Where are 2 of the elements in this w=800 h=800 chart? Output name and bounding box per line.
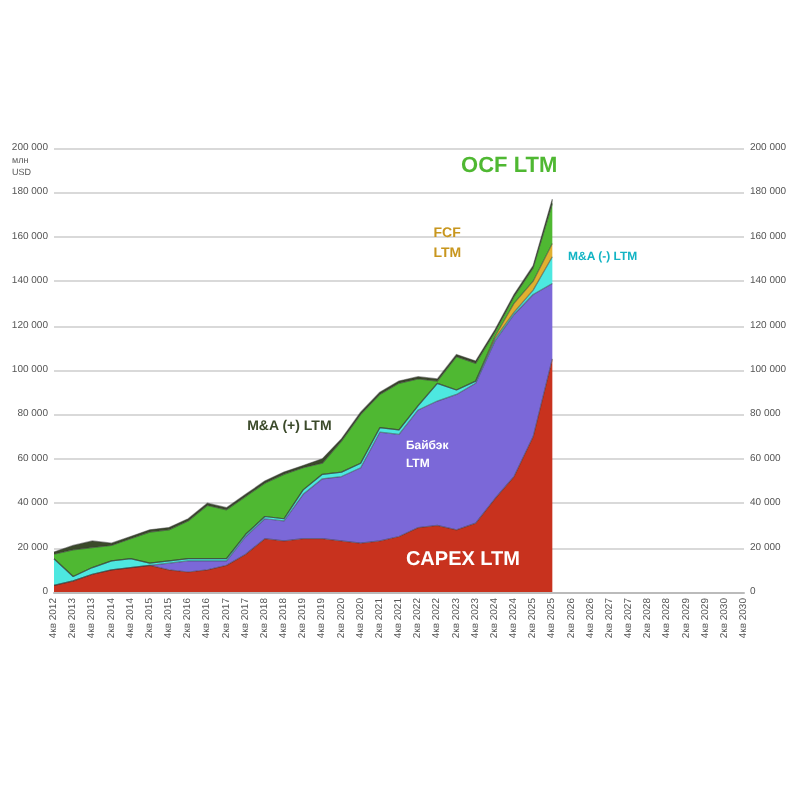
- series-label: OCF LTM: [461, 154, 558, 179]
- series-label: CAPEX LTM: [405, 549, 520, 572]
